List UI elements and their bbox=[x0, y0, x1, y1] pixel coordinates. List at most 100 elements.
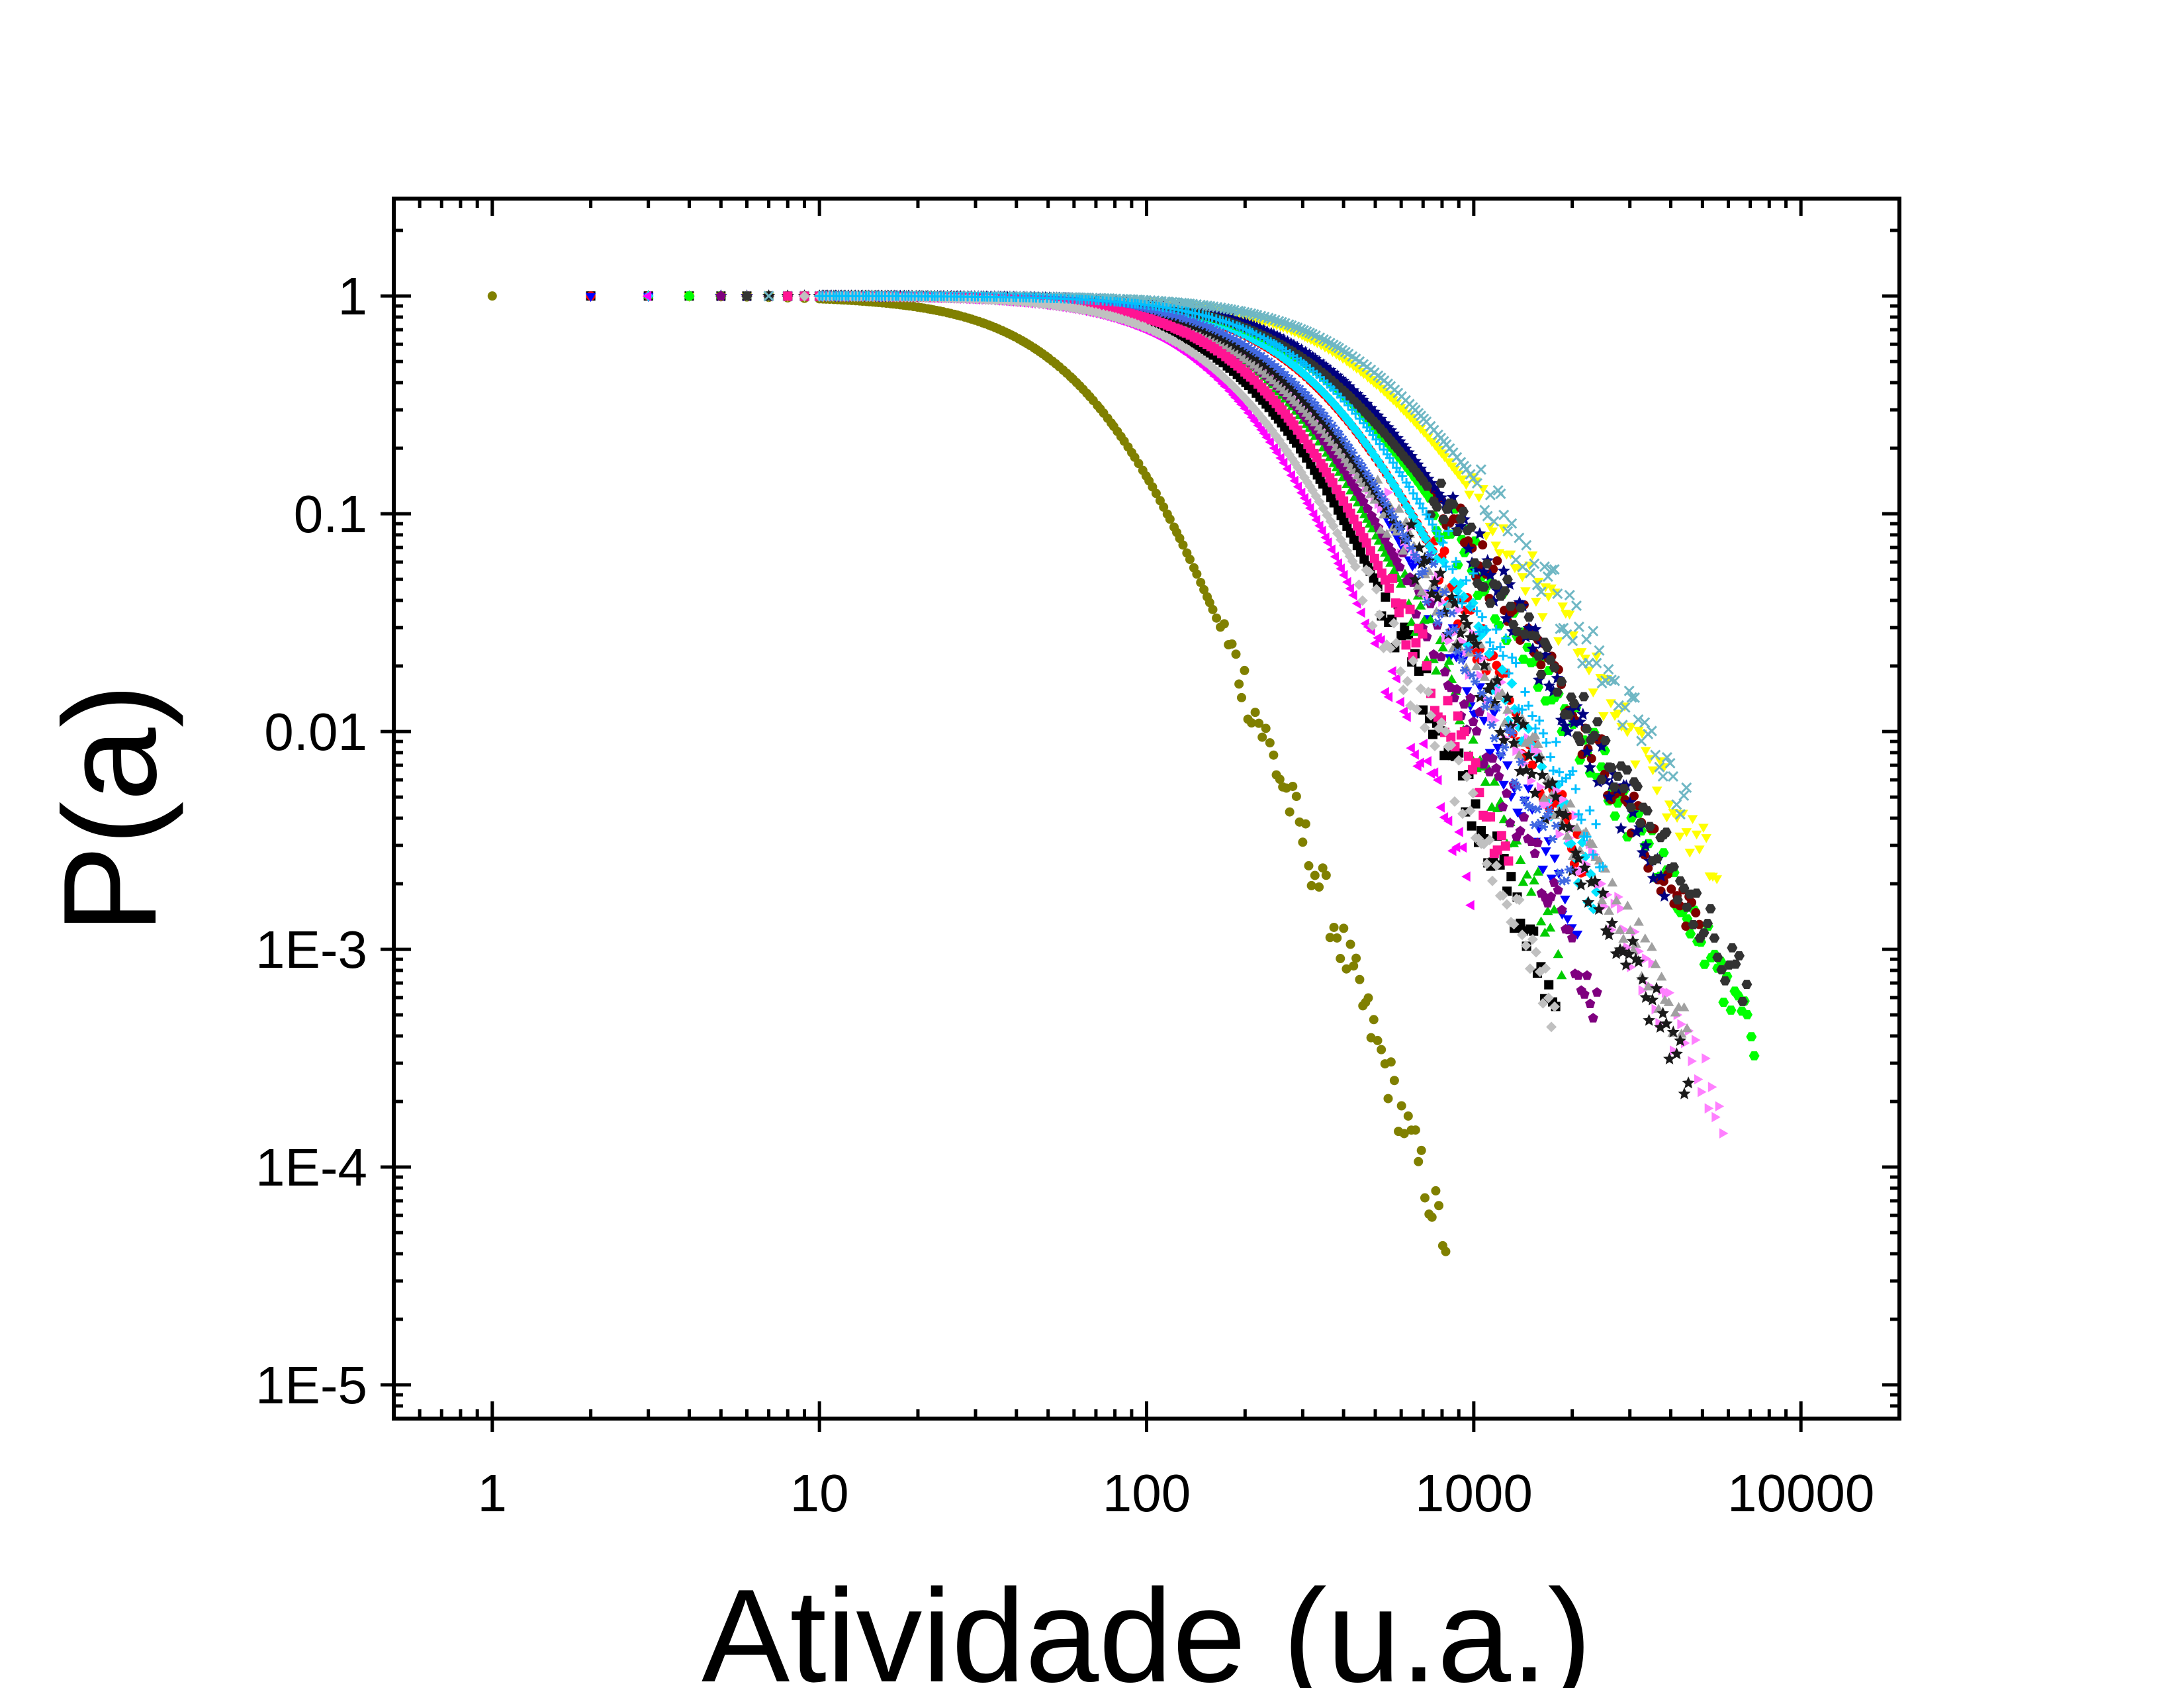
data-point bbox=[1196, 577, 1206, 587]
data-point bbox=[1645, 821, 1655, 831]
data-point bbox=[1263, 362, 1277, 375]
data-point bbox=[1427, 1212, 1437, 1222]
data-point bbox=[1468, 735, 1479, 744]
data-point bbox=[1548, 835, 1558, 844]
data-point bbox=[1529, 848, 1540, 858]
data-point bbox=[1402, 712, 1411, 722]
data-point bbox=[1618, 933, 1629, 943]
data-point bbox=[1285, 807, 1295, 817]
data-point bbox=[1559, 808, 1572, 821]
data-point bbox=[1283, 319, 1295, 330]
data-point bbox=[1369, 1015, 1379, 1025]
data-point bbox=[1398, 684, 1409, 696]
data-point bbox=[1633, 917, 1644, 926]
data-point bbox=[1653, 1004, 1664, 1013]
data-point bbox=[1293, 481, 1302, 492]
data-point bbox=[1647, 871, 1660, 884]
data-point bbox=[1398, 532, 1411, 545]
data-point bbox=[1430, 741, 1440, 751]
data-point bbox=[1471, 726, 1482, 736]
data-point bbox=[1381, 592, 1390, 602]
data-point bbox=[1564, 589, 1575, 601]
data-point bbox=[1557, 904, 1567, 915]
data-point bbox=[1545, 655, 1556, 665]
data-point bbox=[1577, 837, 1588, 848]
data-point bbox=[1428, 575, 1441, 588]
data-point bbox=[1468, 716, 1479, 726]
data-point bbox=[1383, 1094, 1393, 1103]
data-point bbox=[1432, 502, 1443, 512]
data-point bbox=[1568, 631, 1579, 641]
data-point bbox=[1532, 673, 1545, 686]
data-point bbox=[1479, 504, 1490, 516]
data-point bbox=[1527, 551, 1538, 561]
data-point bbox=[1537, 865, 1549, 875]
data-point bbox=[1286, 470, 1295, 481]
data-point bbox=[1654, 761, 1665, 773]
data-point bbox=[1396, 579, 1406, 588]
data-point bbox=[1336, 563, 1345, 574]
data-point bbox=[1691, 908, 1701, 917]
data-point bbox=[1527, 934, 1538, 945]
data-point bbox=[1321, 870, 1331, 880]
data-point bbox=[1496, 688, 1508, 697]
data-point bbox=[1640, 933, 1651, 943]
data-point bbox=[1522, 749, 1535, 761]
data-point bbox=[1533, 867, 1543, 876]
data-point bbox=[1660, 1017, 1673, 1029]
data-point bbox=[1681, 782, 1692, 794]
data-point bbox=[1445, 590, 1459, 603]
data-point bbox=[1461, 687, 1473, 696]
data-point bbox=[1543, 992, 1554, 1004]
data-point bbox=[1484, 648, 1494, 659]
data-point bbox=[1463, 536, 1473, 546]
data-point bbox=[1254, 718, 1264, 728]
data-point bbox=[1533, 745, 1543, 757]
data-point bbox=[1388, 573, 1398, 583]
data-point bbox=[1433, 618, 1443, 627]
data-point bbox=[1640, 747, 1651, 756]
data-point bbox=[1517, 718, 1529, 730]
data-point bbox=[1212, 613, 1222, 623]
data-point bbox=[1707, 872, 1718, 882]
data-point bbox=[1275, 453, 1285, 463]
data-point bbox=[1529, 730, 1541, 739]
data-point bbox=[1394, 608, 1404, 618]
data-point bbox=[1643, 981, 1654, 991]
data-point bbox=[1473, 493, 1484, 503]
data-point bbox=[1439, 453, 1450, 463]
data-point bbox=[1199, 585, 1209, 594]
data-point bbox=[1655, 757, 1666, 767]
data-point bbox=[1535, 586, 1547, 598]
data-point bbox=[1385, 557, 1396, 567]
data-point bbox=[1674, 808, 1686, 820]
data-point bbox=[1402, 536, 1412, 545]
data-point bbox=[1527, 760, 1537, 770]
data-point bbox=[1715, 1101, 1725, 1111]
data-point bbox=[1625, 802, 1637, 812]
data-point bbox=[1459, 699, 1469, 709]
data-point bbox=[1741, 980, 1752, 989]
data-point bbox=[1621, 765, 1633, 775]
data-point bbox=[1524, 612, 1535, 622]
data-point bbox=[1318, 863, 1328, 873]
data-point bbox=[1469, 637, 1482, 650]
data-point bbox=[1405, 518, 1418, 530]
data-point bbox=[1691, 888, 1702, 898]
data-point bbox=[1579, 989, 1590, 999]
data-point bbox=[1666, 1025, 1680, 1038]
data-point bbox=[1654, 1021, 1667, 1033]
data-point bbox=[1501, 691, 1514, 704]
data-point bbox=[1591, 657, 1602, 669]
data-point bbox=[1414, 462, 1428, 475]
data-point bbox=[1643, 863, 1653, 873]
data-point bbox=[1749, 1051, 1760, 1060]
data-point bbox=[1398, 545, 1409, 555]
data-point bbox=[1647, 766, 1659, 776]
data-point bbox=[1705, 904, 1716, 914]
data-point bbox=[1622, 947, 1635, 960]
data-point bbox=[1562, 915, 1573, 925]
series-3 bbox=[586, 291, 1589, 878]
data-point bbox=[1419, 567, 1429, 576]
data-point bbox=[1397, 599, 1407, 609]
